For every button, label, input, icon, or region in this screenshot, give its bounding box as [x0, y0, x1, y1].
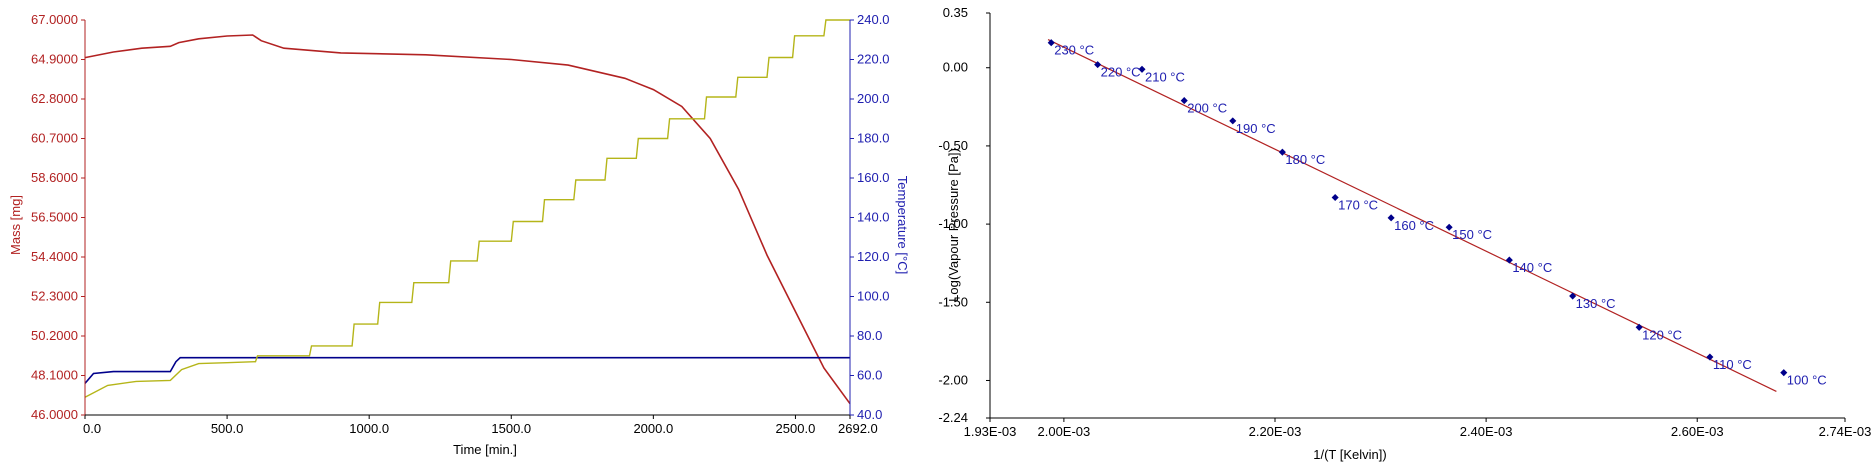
- y-left-tick-label: 64.9000: [31, 52, 78, 67]
- x-tick-label: 1.93E-03: [964, 424, 1017, 439]
- data-point-label: 170 °C: [1338, 198, 1378, 213]
- x-tick-label: 2000.0: [633, 421, 673, 436]
- y-right-tick-label: 100.0: [857, 289, 890, 304]
- data-point-label: 230 °C: [1054, 43, 1094, 58]
- y-left-tick-label: 54.4000: [31, 249, 78, 264]
- y-tick-label: -0.50: [938, 138, 968, 153]
- vapour-pressure-chart: 1.93E-03 2.00E-03 2.20E-03 2.40E-03 2.60E-03…: [938, 5, 1872, 462]
- y-right-tick-label: 200.0: [857, 91, 890, 106]
- y-axis-left-label: Mass [mg]: [8, 195, 23, 255]
- y-left-tick-label: 46.0000: [31, 407, 78, 422]
- mass-series-line: [84, 34, 851, 405]
- x-axis-label: Time [min.]: [453, 442, 517, 457]
- y-left-tick-label: 58.6000: [31, 170, 78, 185]
- y-tick-label: -2.00: [938, 372, 968, 387]
- y-tick-label: -1.00: [938, 216, 968, 231]
- y-left-tick-label: 50.2000: [31, 328, 78, 343]
- data-point-label: 100 °C: [1787, 373, 1827, 388]
- data-point: [1180, 97, 1188, 105]
- y-right-tick-label: 80.0: [857, 328, 882, 343]
- y-right-tick-label: 60.0: [857, 368, 882, 383]
- data-point-label: 220 °C: [1101, 65, 1141, 80]
- fit-line: [1047, 39, 1777, 392]
- y-right-tick-label: 180.0: [857, 131, 890, 146]
- y-left-tick-label: 48.1000: [31, 368, 78, 383]
- y-right-tick-label: 240.0: [857, 12, 890, 27]
- data-point-label: 150 °C: [1452, 227, 1492, 242]
- data-point: [1505, 256, 1513, 264]
- x-axis-label: 1/(T [Kelvin]): [1313, 447, 1386, 462]
- x-tick-label: 2.74E-03: [1819, 424, 1872, 439]
- x-tick-label: 1500.0: [491, 421, 531, 436]
- data-point-label: 130 °C: [1576, 296, 1616, 311]
- temperature-blue-series-line: [84, 356, 850, 384]
- y-right-tick-label: 120.0: [857, 249, 890, 264]
- data-point-label: 210 °C: [1145, 69, 1185, 84]
- data-point-label: 110 °C: [1713, 357, 1752, 372]
- data-point-label: 200 °C: [1187, 101, 1227, 116]
- data-point: [1569, 292, 1577, 300]
- y-right-tick-label: 220.0: [857, 52, 890, 67]
- mass-temperature-chart: 0.0 500.0 1000.0 1500.0 2000.0 2500.0 2692.0 4…: [8, 12, 910, 457]
- y-tick-label: 0.35: [943, 5, 968, 20]
- data-point: [1229, 117, 1237, 125]
- x-tick-label: 1000.0: [349, 421, 389, 436]
- data-point-label: 160 °C: [1394, 218, 1434, 233]
- y-right-tick-label: 40.0: [857, 407, 882, 422]
- y-tick-label: -1.50: [938, 294, 968, 309]
- data-point-label: 180 °C: [1285, 152, 1325, 167]
- y-left-tick-label: 56.5000: [31, 210, 78, 225]
- y-left-tick-label: 52.3000: [31, 289, 78, 304]
- x-tick-label: 2.60E-03: [1671, 424, 1724, 439]
- y-right-tick-label: 160.0: [857, 170, 890, 185]
- x-tick-label: 2692.0: [838, 421, 878, 436]
- data-point-label: 190 °C: [1236, 121, 1276, 136]
- data-point: [1635, 323, 1643, 331]
- y-tick-label: 0.00: [943, 60, 968, 75]
- y-tick-label: -2.24: [938, 410, 968, 425]
- x-tick-label: 2.00E-03: [1038, 424, 1091, 439]
- data-point-label: 120 °C: [1642, 327, 1682, 342]
- x-tick-label: 2.40E-03: [1460, 424, 1513, 439]
- x-tick-label: 2500.0: [776, 421, 816, 436]
- temperature-yellow-series-line: [84, 19, 850, 398]
- y-left-tick-label: 67.0000: [31, 12, 78, 27]
- y-left-tick-label: 60.7000: [31, 131, 78, 146]
- data-point: [1445, 223, 1453, 231]
- y-left-tick-label: 62.8000: [31, 91, 78, 106]
- x-tick-label: 0.0: [83, 421, 101, 436]
- data-point: [1780, 369, 1788, 377]
- y-axis-right-label: Temperature [°C]: [895, 176, 910, 274]
- x-tick-label: 2.20E-03: [1249, 424, 1302, 439]
- y-axis-label: Log(Vapour Pressure [Pa]): [946, 148, 961, 302]
- data-point-label: 140 °C: [1512, 260, 1552, 275]
- y-right-tick-label: 140.0: [857, 210, 890, 225]
- x-tick-label: 500.0: [211, 421, 244, 436]
